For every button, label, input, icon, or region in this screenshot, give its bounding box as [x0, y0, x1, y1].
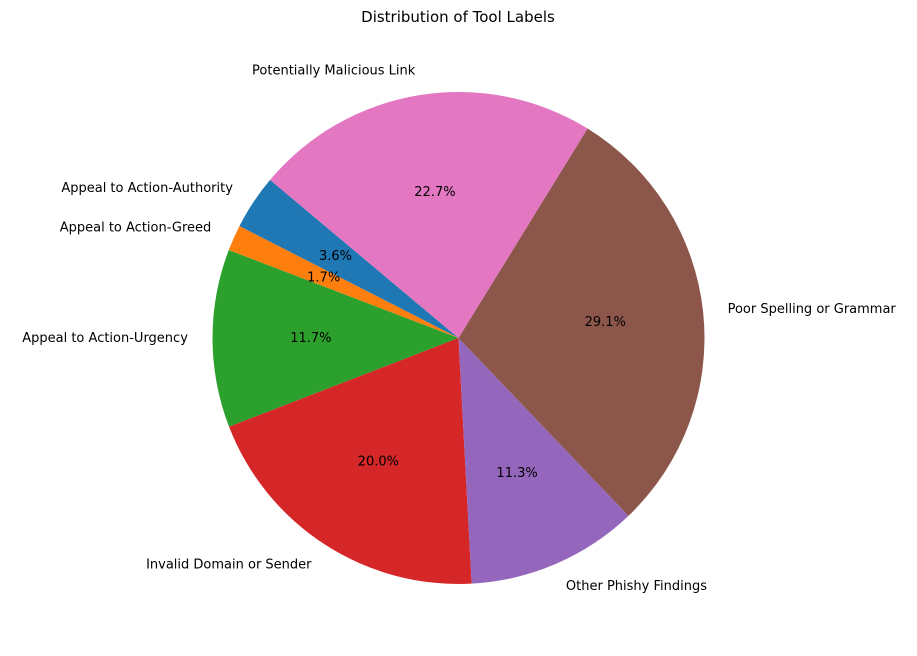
slice-label-appeal-to-action-authority: Appeal to Action-Authority — [61, 181, 233, 196]
pie-slices — [212, 92, 705, 584]
slice-label-other-phishy-findings: Other Phishy Findings — [566, 579, 707, 594]
pct-label-appeal-to-action-authority: 3.6% — [319, 249, 352, 264]
slice-label-appeal-to-action-urgency: Appeal to Action-Urgency — [22, 331, 188, 346]
pie-slice-poor-spelling-or-grammar — [458, 128, 705, 516]
slice-label-potentially-malicious-link: Potentially Malicious Link — [252, 63, 416, 78]
chart-title: Distribution of Tool Labels — [361, 8, 555, 26]
pct-label-appeal-to-action-urgency: 11.7% — [290, 331, 331, 346]
pie-slice-appeal-to-action-authority — [239, 179, 459, 338]
pct-label-appeal-to-action-greed: 1.7% — [307, 270, 340, 285]
pie-slice-potentially-malicious-link — [270, 92, 588, 338]
pie-slice-other-phishy-findings — [458, 338, 629, 584]
pie-labels: Appeal to Action-Authority 3.6% Appeal to … — [22, 63, 896, 594]
pie-slice-invalid-domain-or-sender — [229, 338, 472, 584]
slice-label-invalid-domain-or-sender: Invalid Domain or Sender — [146, 558, 312, 573]
pie-slice-appeal-to-action-greed — [228, 226, 459, 338]
pct-label-invalid-domain-or-sender: 20.0% — [358, 454, 399, 469]
slice-label-poor-spelling-or-grammar: Poor Spelling or Grammar — [728, 302, 897, 317]
slice-label-appeal-to-action-greed: Appeal to Action-Greed — [60, 220, 212, 235]
pct-label-other-phishy-findings: 11.3% — [496, 466, 537, 481]
pie-slice-appeal-to-action-urgency — [212, 250, 459, 427]
pct-label-poor-spelling-or-grammar: 29.1% — [585, 315, 626, 330]
pct-label-potentially-malicious-link: 22.7% — [414, 185, 455, 200]
